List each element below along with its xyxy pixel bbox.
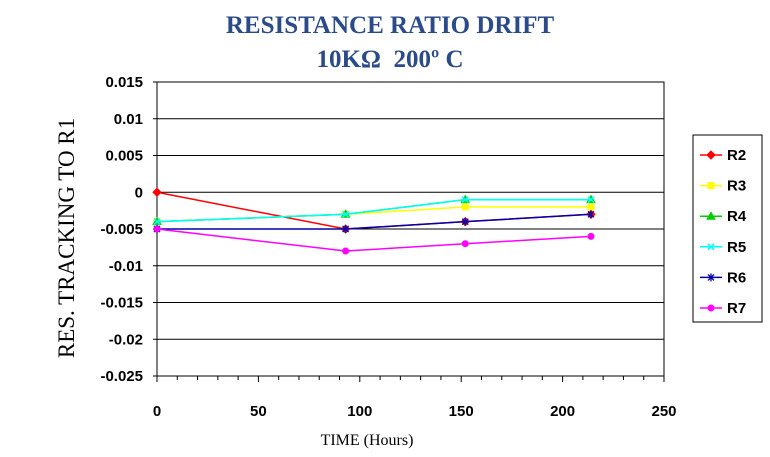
series-R7: [153, 225, 595, 255]
data-point-R5: [461, 196, 469, 204]
data-point-R5: [342, 210, 350, 218]
x-tick-label: 250: [651, 403, 676, 420]
y-tick-label: 0: [135, 184, 143, 201]
legend-marker: [707, 243, 715, 251]
legend-marker: [706, 211, 716, 220]
data-point-R7: [153, 225, 161, 233]
legend-label: R6: [727, 269, 746, 286]
x-tick-label: 200: [550, 403, 575, 420]
chart-title: RESISTANCE RATIO DRIFT: [226, 12, 555, 39]
legend: R2 R3 R4 R5 R6 R7: [692, 134, 763, 323]
legend-item-R7: R7: [700, 300, 746, 317]
data-point-R3: [587, 203, 595, 211]
data-point-R5: [153, 218, 161, 226]
x-tick-label: 150: [449, 403, 474, 420]
y-tick-label: -0.005: [100, 221, 143, 238]
series-layer: [152, 187, 596, 255]
x-tick-label: 50: [250, 403, 267, 420]
y-tick-label: 0.005: [105, 148, 143, 165]
legend-label: R7: [727, 300, 746, 317]
y-tick-label: -0.02: [109, 331, 143, 348]
legend-marker: [706, 150, 716, 160]
legend-item-R4: R4: [700, 208, 747, 225]
series-R5: [153, 196, 595, 226]
legend-marker: [707, 304, 715, 312]
x-tick-label: 0: [153, 403, 161, 420]
y-tick-labels: 0.015 0.01 0.005 0 -0.005 -0.01 -0.015 -0.02 -0.…: [100, 74, 143, 385]
legend-label: R4: [727, 208, 747, 225]
data-point-R3: [461, 203, 469, 211]
legend-item-R6: R6: [700, 269, 746, 286]
data-point-R6: [461, 217, 469, 226]
series-line-R6: [157, 213, 592, 230]
legend-marker: [707, 273, 715, 282]
legend-item-R3: R3: [700, 178, 746, 195]
y-axis-label: RES. TRACKING TO R1: [54, 118, 79, 358]
legend-item-R5: R5: [700, 239, 746, 256]
legend-label: R2: [727, 147, 746, 164]
data-point-R7: [461, 240, 469, 248]
series-line-R7: [156, 228, 592, 252]
x-axis-label: TIME (Hours): [321, 432, 414, 449]
data-point-R6: [342, 225, 350, 233]
legend-label: R3: [727, 178, 746, 195]
data-point-R7: [587, 232, 595, 240]
data-point-R5: [587, 196, 595, 204]
y-tick-label: 0.01: [114, 111, 143, 128]
series-line-R5: [156, 198, 591, 223]
legend-label: R5: [727, 239, 746, 256]
data-point-R7: [342, 247, 350, 255]
y-tick-label: -0.01: [109, 258, 143, 275]
data-point-R2: [152, 187, 162, 197]
chart-subtitle: 10KΩ 200º C: [316, 46, 463, 73]
x-tick-labels: 0 50 100 150 200 250: [153, 403, 677, 420]
data-point-R6: [587, 210, 595, 219]
legend-marker: [707, 182, 715, 190]
x-tick-label: 100: [347, 403, 372, 420]
y-tick-label: -0.015: [100, 295, 143, 312]
y-tick-label: -0.025: [100, 368, 143, 385]
legend-item-R2: R2: [700, 147, 746, 164]
y-tick-label: 0.015: [105, 74, 143, 91]
legend-box: [692, 134, 763, 323]
